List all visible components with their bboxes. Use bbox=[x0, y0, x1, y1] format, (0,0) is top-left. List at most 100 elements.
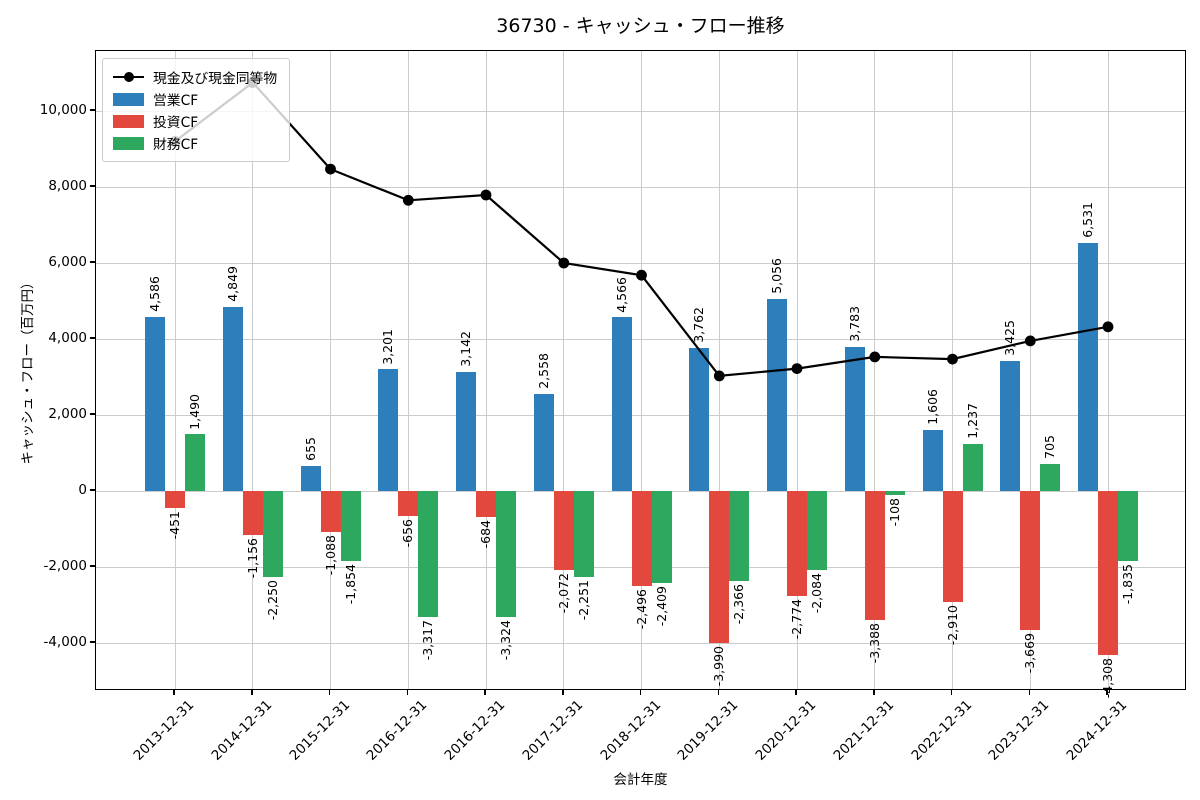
bar-value-label: -1,088 bbox=[322, 535, 338, 576]
x-tick bbox=[950, 690, 953, 695]
bar-operating-cf bbox=[300, 466, 321, 491]
line-marker bbox=[558, 257, 570, 269]
bar-value-label: 2,558 bbox=[535, 353, 551, 389]
x-tick bbox=[873, 690, 875, 695]
gridline-horizontal bbox=[96, 110, 1185, 112]
y-tick bbox=[90, 109, 95, 111]
bar-value-label: 3,425 bbox=[1002, 320, 1018, 356]
bar-value-label: -684 bbox=[478, 519, 493, 549]
bar-investing-cf bbox=[1098, 491, 1118, 655]
bar-value-label: 655 bbox=[302, 437, 318, 462]
bar-value-label: -1,835 bbox=[1120, 563, 1135, 605]
x-tick bbox=[562, 690, 564, 695]
bar-financing-cf bbox=[884, 491, 905, 496]
bar-financing-cf bbox=[262, 491, 283, 577]
bar-investing-cf bbox=[476, 491, 496, 517]
legend-line-swatch bbox=[113, 71, 144, 84]
bar-financing-cf bbox=[418, 491, 439, 618]
bar-value-label: 4,586 bbox=[147, 275, 162, 312]
bar-value-label: 4,849 bbox=[224, 265, 240, 302]
bar-value-label: -3,317 bbox=[420, 620, 436, 661]
bar-operating-cf bbox=[222, 306, 243, 491]
gridline-horizontal bbox=[96, 642, 1185, 644]
bar-value-label: -2,496 bbox=[633, 588, 649, 630]
legend-color-swatch bbox=[113, 92, 144, 106]
gridline-horizontal bbox=[96, 338, 1185, 340]
x-tick bbox=[639, 690, 642, 695]
bar-financing-cf bbox=[496, 491, 516, 618]
gridline-vertical bbox=[174, 51, 176, 689]
legend-item: 投資CF bbox=[113, 110, 277, 132]
bar-value-label: 3,201 bbox=[380, 328, 396, 365]
bar-operating-cf bbox=[1078, 242, 1098, 491]
line-marker bbox=[869, 351, 881, 363]
bar-investing-cf bbox=[242, 491, 263, 535]
gridline-vertical bbox=[330, 51, 331, 689]
gridline-horizontal bbox=[96, 414, 1185, 416]
y-tick bbox=[90, 641, 95, 643]
line-marker bbox=[402, 194, 414, 206]
bar-value-label: 4,566 bbox=[613, 276, 629, 313]
bar-value-label: 3,783 bbox=[846, 306, 862, 343]
gridline-vertical bbox=[1029, 51, 1031, 689]
x-tick bbox=[1028, 690, 1030, 695]
bar-value-label: -3,324 bbox=[498, 620, 513, 661]
x-tick bbox=[251, 690, 253, 695]
bar-financing-cf bbox=[962, 443, 983, 491]
bar-investing-cf bbox=[631, 491, 652, 586]
bar-investing-cf bbox=[709, 491, 730, 643]
bar-value-label: -1,156 bbox=[244, 537, 260, 579]
gridline-horizontal bbox=[96, 262, 1185, 264]
bar-investing-cf bbox=[320, 491, 341, 533]
legend-item: 営業CF bbox=[113, 88, 277, 110]
y-tick-label: 8,000 bbox=[48, 178, 87, 194]
bar-value-label: -2,072 bbox=[555, 572, 571, 614]
line-marker bbox=[636, 269, 647, 281]
bar-investing-cf bbox=[942, 491, 963, 602]
x-tick bbox=[406, 690, 408, 695]
chart-title: 36730 - キャッシュ・フロー推移 bbox=[496, 15, 785, 37]
bar-investing-cf bbox=[864, 491, 885, 620]
legend-line-marker bbox=[123, 72, 134, 82]
gridline-horizontal bbox=[96, 186, 1185, 188]
gridline-vertical bbox=[485, 51, 487, 689]
bar-operating-cf bbox=[1000, 360, 1021, 491]
y-tick-label: 10,000 bbox=[39, 102, 87, 118]
legend-label: 投資CF bbox=[153, 115, 199, 131]
bar-operating-cf bbox=[611, 317, 632, 491]
bar-value-label: -2,910 bbox=[944, 604, 960, 645]
line-marker bbox=[713, 370, 725, 382]
gridline-vertical bbox=[1107, 51, 1109, 689]
line-marker bbox=[1024, 335, 1036, 347]
bar-value-label: 6,531 bbox=[1080, 202, 1095, 238]
legend-color-swatch bbox=[113, 114, 144, 128]
legend-label: 財務CF bbox=[153, 137, 199, 153]
bar-operating-cf bbox=[533, 393, 554, 491]
bar-value-label: -108 bbox=[886, 498, 902, 527]
bar-investing-cf bbox=[398, 491, 419, 516]
x-tick bbox=[717, 690, 719, 695]
legend-item: 財務CF bbox=[113, 132, 277, 154]
legend: 現金及び現金同等物 営業CF 投資CF 財務CF bbox=[102, 58, 291, 162]
y-tick bbox=[90, 489, 95, 491]
bar-operating-cf bbox=[767, 298, 787, 491]
gridline-vertical bbox=[407, 51, 409, 689]
bar-operating-cf bbox=[689, 348, 710, 491]
line-marker bbox=[1102, 321, 1114, 333]
bar-value-label: -2,409 bbox=[653, 585, 669, 626]
bar-investing-cf bbox=[787, 491, 807, 597]
bar-value-label: -2,084 bbox=[809, 573, 824, 614]
bar-investing-cf bbox=[1020, 491, 1041, 631]
bar-operating-cf bbox=[922, 429, 943, 491]
y-tick-label: -4,000 bbox=[43, 634, 87, 650]
y-tick bbox=[90, 337, 95, 339]
bar-value-label: -656 bbox=[400, 518, 416, 548]
y-tick-label: -2,000 bbox=[43, 558, 87, 574]
bar-value-label: -2,250 bbox=[264, 579, 280, 620]
line-marker bbox=[480, 189, 492, 201]
y-tick bbox=[90, 261, 95, 263]
x-tick bbox=[1106, 690, 1108, 695]
y-tick-label: 2,000 bbox=[48, 406, 87, 422]
bar-value-label: -1,854 bbox=[342, 564, 358, 605]
bar-value-label: -2,251 bbox=[575, 579, 591, 620]
